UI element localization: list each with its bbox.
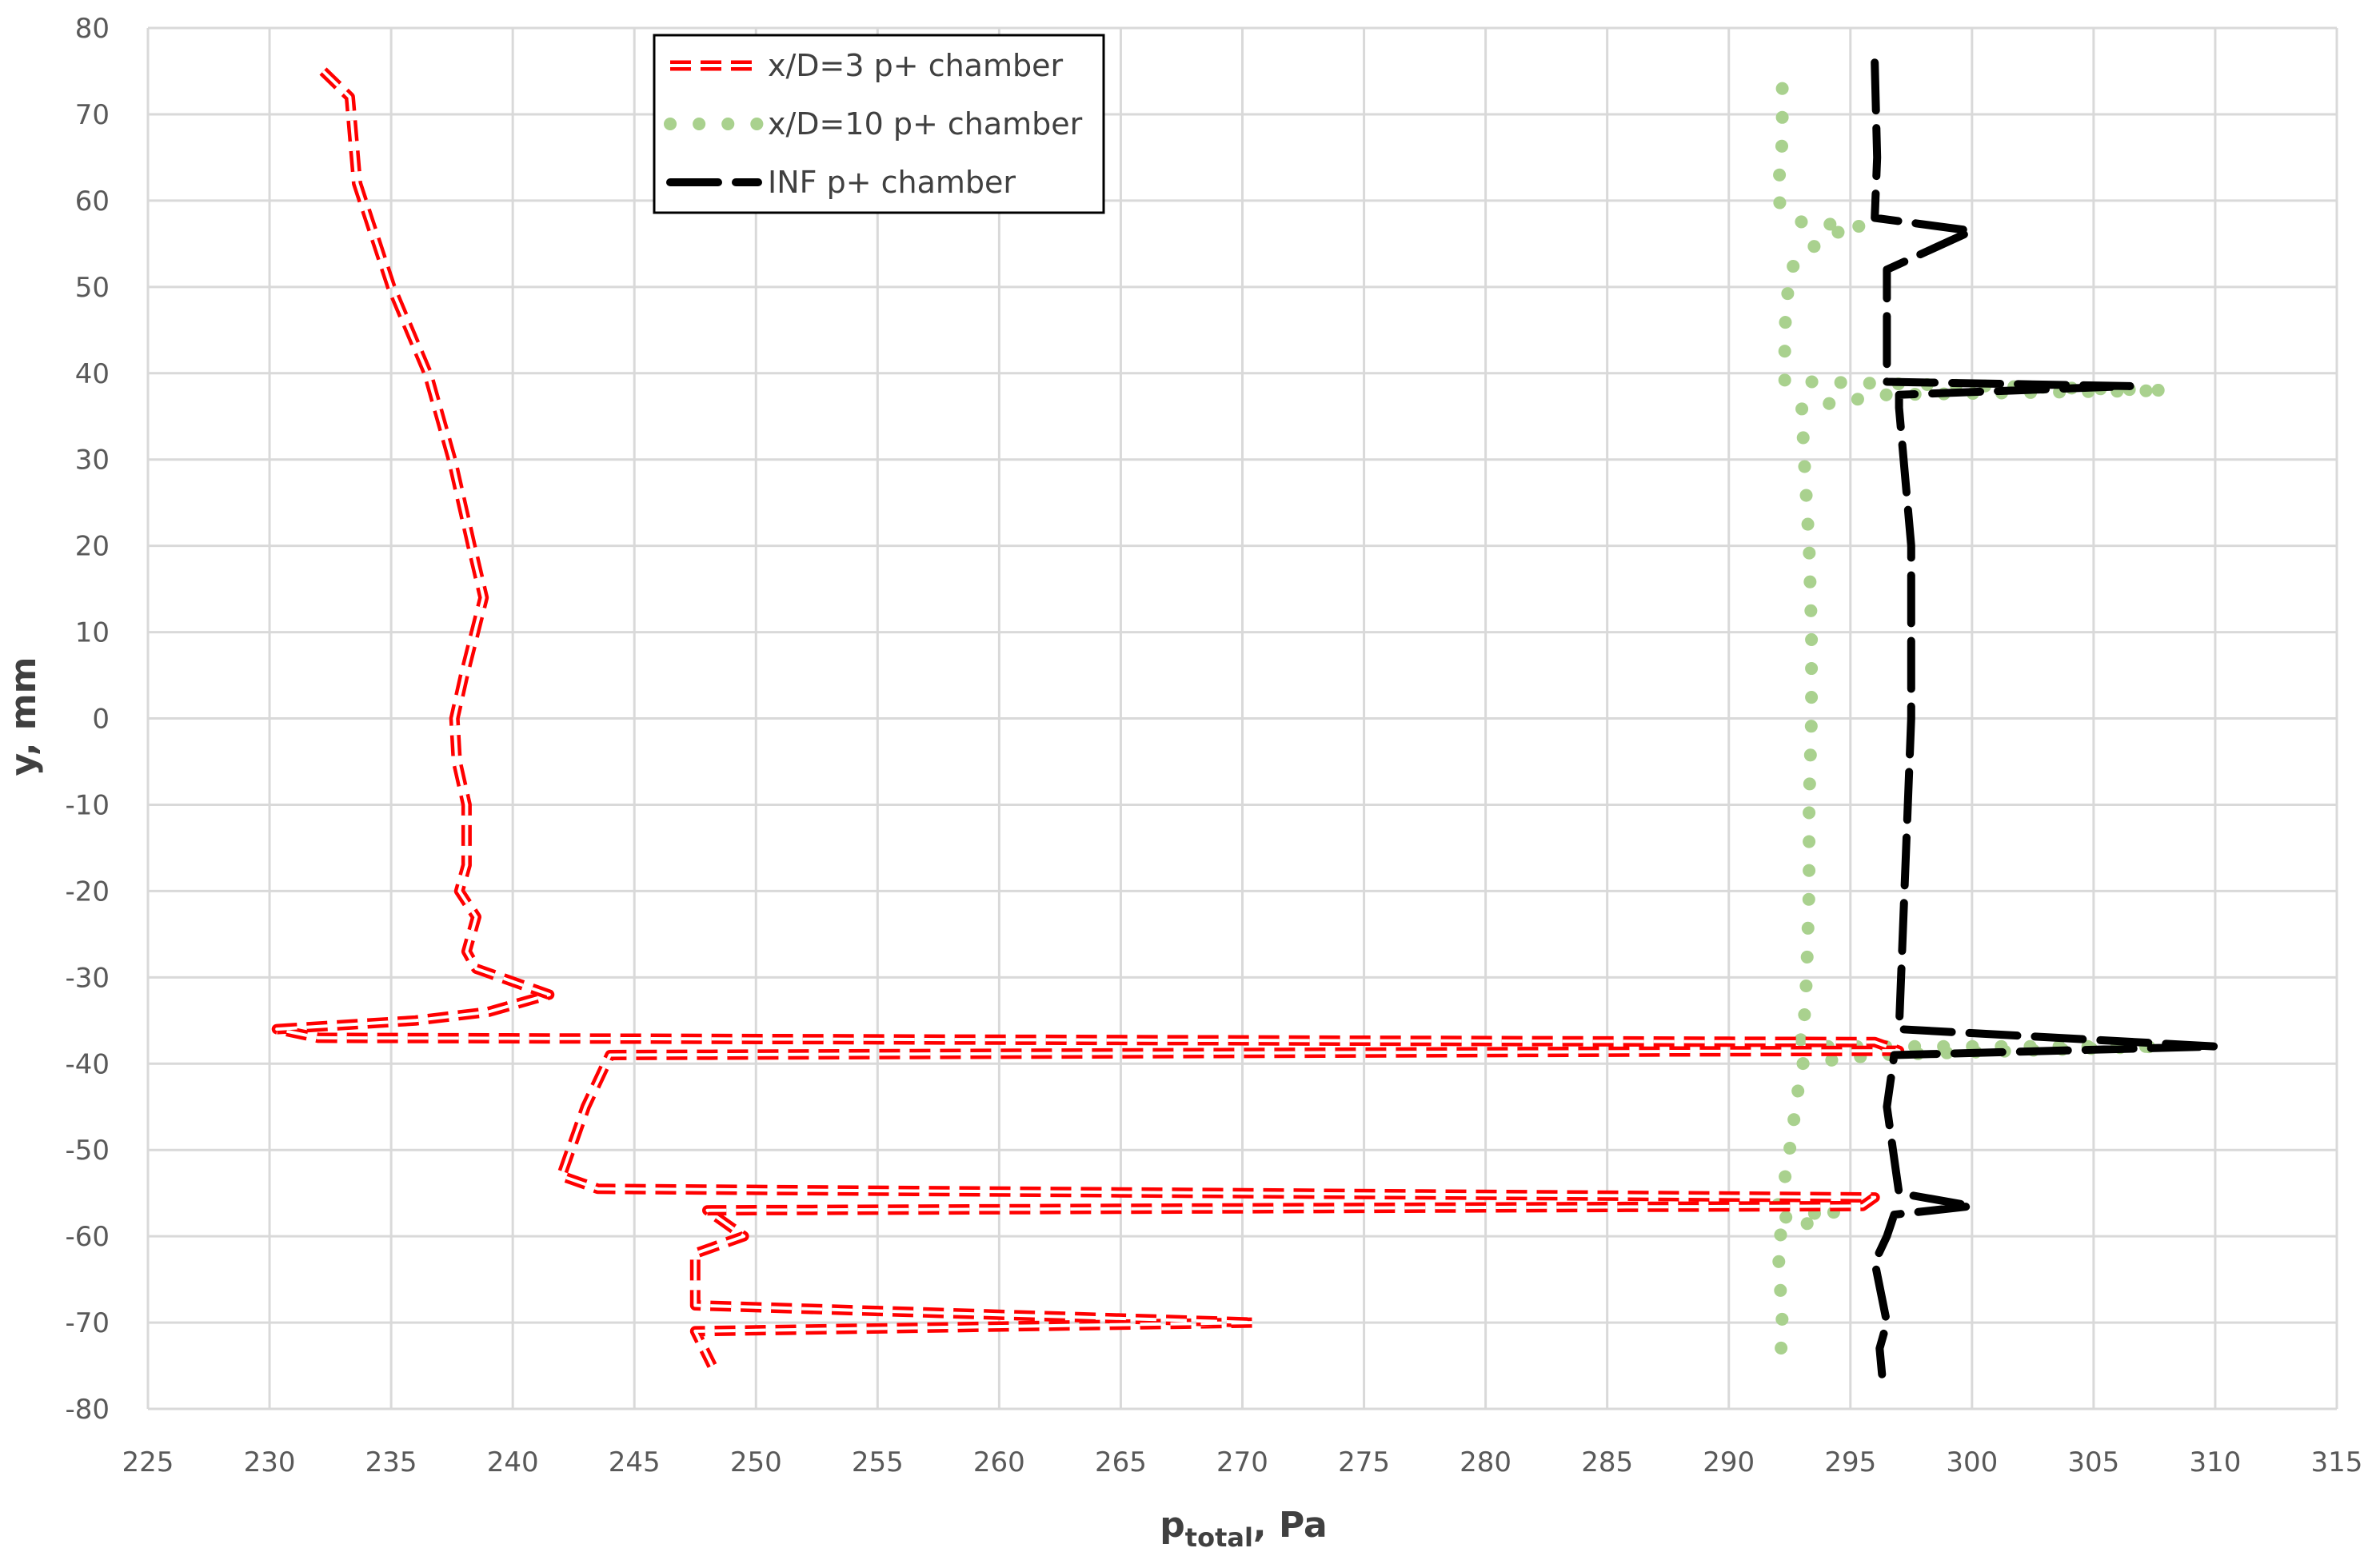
x-axis-title-subscript: total [1185,1522,1253,1553]
y-tick-label-3: -50 [65,1135,110,1167]
series-0 [271,67,1905,1368]
x-tick-label-9: 270 [1216,1446,1268,1478]
series-layer [271,58,2219,1381]
x-tick-label-16: 305 [2067,1446,2119,1478]
legend-label-1: x/D=10 p+ chamber [768,106,1083,142]
series-2 [1871,58,2219,1378]
y-tick-label-9: 10 [75,617,110,649]
legend: x/D=3 p+ chamber x/D=10 p+ chamber INF p+ … [653,34,1105,214]
x-tick-label-1: 230 [244,1446,296,1478]
x-tick-label-10: 275 [1338,1446,1390,1478]
x-tick-label-8: 265 [1095,1446,1147,1478]
y-axis-title: y, mm [3,657,44,776]
x-tick-label-18: 315 [2311,1446,2363,1478]
x-tick-label-4: 245 [609,1446,661,1478]
y-tick-label-11: 30 [75,445,110,477]
y-tick-labels: -80 -70 -60 -50 -40 -30 -20 -10 0 10 20 30 40 50 60 70 8… [65,13,110,1426]
legend-item-0: x/D=3 p+ chamber [670,48,1063,83]
y-tick-label-6: -20 [65,876,110,908]
grid [146,26,2338,1410]
series-2-line [1871,58,2219,1378]
x-tick-label-5: 250 [730,1446,782,1478]
x-tick-label-7: 260 [973,1446,1025,1478]
y-tick-label-0: -80 [65,1394,110,1426]
x-tick-label-11: 280 [1460,1446,1511,1478]
y-tick-label-10: 20 [75,531,110,563]
series-1-line [1766,82,2174,1381]
y-tick-label-2: -60 [65,1221,110,1253]
series-0-inner [275,70,1901,1366]
x-tick-label-15: 300 [1946,1446,1998,1478]
legend-label-2: INF p+ chamber [768,165,1016,200]
legend-item-2: INF p+ chamber [666,165,1016,200]
x-tick-label-6: 255 [852,1446,904,1478]
legend-label-0: x/D=3 p+ chamber [768,48,1063,83]
x-tick-label-13: 290 [1703,1446,1755,1478]
x-tick-label-2: 235 [365,1446,417,1478]
x-axis-title: ptotal, Pa [1160,1505,1327,1553]
y-tick-label-12: 40 [75,358,110,390]
y-tick-label-14: 60 [75,186,110,217]
y-tick-label-1: -70 [65,1307,110,1339]
y-tick-label-4: -40 [65,1048,110,1080]
x-tick-labels: 225 230 235 240 245 250 255 260 265 270 275 280 285 2… [122,1446,2363,1478]
y-tick-label-5: -30 [65,962,110,994]
y-tick-label-7: -10 [65,789,110,821]
legend-box [653,34,1105,214]
x-axis-title-main: p [1160,1505,1185,1546]
y-tick-label-15: 70 [75,99,110,131]
x-tick-label-0: 225 [122,1446,174,1478]
x-axis-title-rest: , Pa [1253,1505,1328,1546]
y-tick-label-8: 0 [92,704,110,736]
legend-item-1: x/D=10 p+ chamber [664,106,1083,142]
x-tick-label-12: 285 [1581,1446,1633,1478]
x-tick-label-14: 295 [1824,1446,1876,1478]
series-1 [1766,82,2174,1381]
y-tick-label-13: 50 [75,272,110,304]
x-tick-label-17: 310 [2189,1446,2241,1478]
x-tick-label-3: 240 [487,1446,539,1478]
y-tick-label-16: 80 [75,13,110,45]
